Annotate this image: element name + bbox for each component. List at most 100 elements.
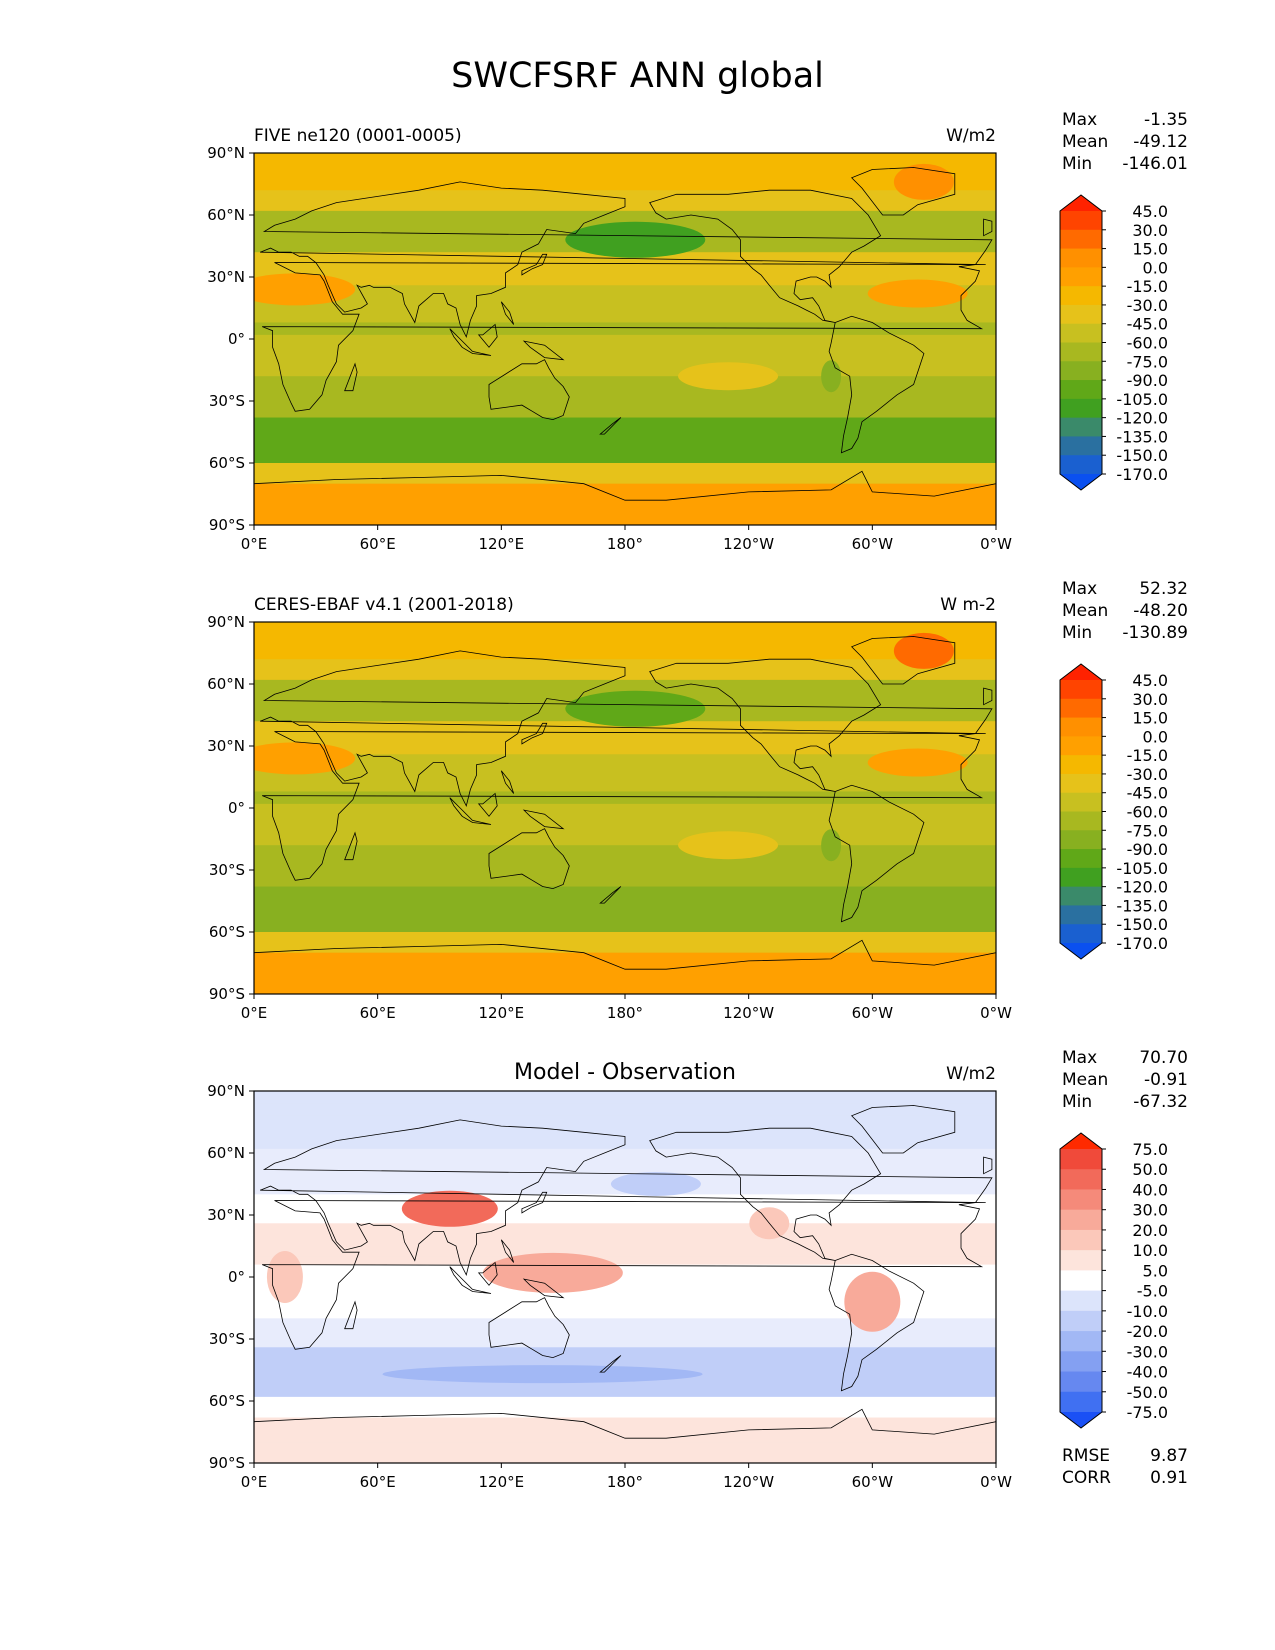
coastline — [521, 253, 548, 276]
colorbar-segment — [1060, 830, 1102, 850]
stat-label: Min — [1062, 1092, 1092, 1112]
coastline — [488, 359, 570, 421]
colorbar-label: -40.0 — [1127, 1363, 1168, 1382]
coastline — [599, 417, 622, 435]
coastline — [477, 792, 498, 817]
coastline — [828, 1253, 925, 1392]
lon-tick-label: 180° — [607, 1004, 643, 1022]
colorbar-label: -75.0 — [1127, 1403, 1168, 1422]
colorbar-label: -105.0 — [1116, 859, 1168, 878]
colorbar-label: -90.0 — [1127, 371, 1168, 390]
stat-value: 52.32 — [1139, 579, 1188, 599]
colorbar-segment — [1060, 1209, 1102, 1231]
coastline — [599, 1355, 622, 1373]
colorbar-extend-top — [1060, 664, 1102, 680]
colorbar-segment — [1060, 398, 1102, 419]
colorbar-label: -60.0 — [1127, 803, 1168, 822]
colorbar-label: -150.0 — [1116, 446, 1168, 465]
map-field-2 — [254, 622, 996, 994]
coastline — [262, 262, 984, 412]
colorbar-label: -75.0 — [1127, 352, 1168, 371]
lat-tick-label: 60°S — [209, 923, 245, 941]
panel-units: W/m2 — [946, 126, 996, 146]
stat-label: Max — [1062, 110, 1097, 130]
coastline — [828, 784, 925, 923]
lat-tick-label: 30°S — [209, 392, 245, 410]
colorbar-label: 15.0 — [1132, 709, 1168, 728]
colorbar-label: 30.0 — [1132, 221, 1168, 240]
colorbar-segment — [1060, 755, 1102, 775]
colorbar-segment — [1060, 267, 1102, 287]
lat-tick-label: 60°N — [207, 206, 245, 224]
coastline — [649, 1127, 882, 1261]
stat-value: 70.70 — [1139, 1048, 1188, 1068]
lon-tick-label: 120°E — [479, 1004, 525, 1022]
colorbar-label: -135.0 — [1116, 896, 1168, 915]
colorbar-segment — [1060, 849, 1102, 869]
coastline — [850, 1105, 956, 1154]
colorbar-label: -15.0 — [1127, 746, 1168, 765]
lon-tick-label: 120°W — [723, 1473, 774, 1491]
coastline — [449, 797, 492, 825]
panel-title: FIVE ne120 (0001-0005) — [254, 126, 462, 146]
colorbar: 45.030.015.00.0-15.0-30.0-45.0-60.0-75.0… — [1059, 194, 1168, 491]
colorbar-label: -90.0 — [1127, 840, 1168, 859]
colorbar-label: -20.0 — [1127, 1322, 1168, 1341]
lat-tick-label: 30°S — [209, 861, 245, 879]
colorbar-segment — [1060, 680, 1102, 700]
coastline — [488, 828, 570, 890]
lon-tick-label: 60°E — [360, 535, 396, 553]
coastline — [983, 1156, 993, 1175]
colorbar-segment — [1060, 1351, 1102, 1373]
colorbar-segment — [1060, 924, 1102, 944]
colorbar-label: 0.0 — [1143, 727, 1168, 746]
stat-value: -67.32 — [1133, 1092, 1188, 1112]
colorbar-segment — [1060, 736, 1102, 756]
coastline — [522, 809, 565, 830]
colorbar-label: -15.0 — [1127, 277, 1168, 296]
colorbar-segment — [1060, 698, 1102, 719]
stat-value: 0.91 — [1150, 1468, 1188, 1488]
stat-label: Mean — [1062, 601, 1108, 621]
colorbar-segment — [1060, 436, 1102, 456]
panel-units: W m-2 — [940, 595, 996, 615]
lon-tick-label: 120°W — [723, 1004, 774, 1022]
colorbar-label: -170.0 — [1116, 934, 1168, 953]
lon-tick-label: 60°W — [852, 1473, 894, 1491]
coastline — [983, 218, 993, 237]
coastline — [522, 1278, 565, 1299]
coastline — [500, 770, 515, 794]
colorbar-segment — [1060, 905, 1102, 925]
colorbar-segment — [1060, 1310, 1102, 1332]
colorbar-segment — [1060, 342, 1102, 362]
lon-tick-label: 0°E — [241, 1473, 268, 1491]
colorbar-label: -135.0 — [1116, 427, 1168, 446]
colorbar: 45.030.015.00.0-15.0-30.0-45.0-60.0-75.0… — [1059, 663, 1168, 960]
lat-tick-label: 0° — [228, 1268, 245, 1286]
lon-tick-label: 120°W — [723, 535, 774, 553]
lat-tick-label: 30°N — [207, 737, 245, 755]
coastline — [262, 1200, 984, 1350]
coastline — [344, 1300, 358, 1330]
colorbar-segment — [1060, 229, 1102, 250]
lon-tick-label: 60°W — [852, 535, 894, 553]
colorbar-segment — [1060, 286, 1102, 306]
colorbar-segment — [1060, 1189, 1102, 1211]
stat-label: Max — [1062, 1048, 1097, 1068]
colorbar-label: 45.0 — [1132, 202, 1168, 221]
lon-tick-label: 0°E — [241, 1004, 268, 1022]
colorbar-segment — [1060, 1391, 1102, 1413]
coastline — [521, 722, 548, 745]
colorbar-segment — [1060, 1169, 1102, 1191]
stat-label: Max — [1062, 579, 1097, 599]
colorbar-label: -60.0 — [1127, 334, 1168, 353]
colorbar: 75.050.040.0 30.020.010.05.0 -5.0-10.0-20.… — [1059, 1132, 1168, 1429]
lon-tick-label: 0°W — [980, 1473, 1012, 1491]
lon-tick-label: 120°E — [479, 535, 525, 553]
coastline — [254, 470, 996, 525]
coastline — [254, 1408, 996, 1463]
colorbar-label: -105.0 — [1116, 390, 1168, 409]
map-field-1 — [254, 153, 996, 525]
colorbar-segment — [1060, 792, 1102, 813]
